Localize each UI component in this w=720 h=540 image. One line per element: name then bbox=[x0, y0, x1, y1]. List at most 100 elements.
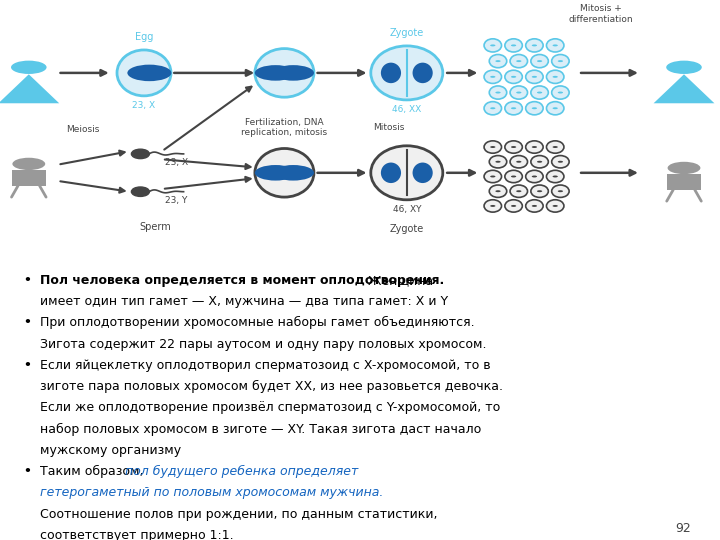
Circle shape bbox=[532, 76, 537, 78]
Ellipse shape bbox=[546, 170, 564, 183]
Ellipse shape bbox=[510, 156, 528, 168]
Circle shape bbox=[511, 44, 516, 46]
Circle shape bbox=[558, 60, 563, 62]
Text: пол будущего ребенка определяет: пол будущего ребенка определяет bbox=[125, 465, 358, 478]
Circle shape bbox=[552, 107, 558, 109]
Circle shape bbox=[490, 44, 495, 46]
Circle shape bbox=[495, 92, 500, 93]
Text: мужскому организму: мужскому организму bbox=[40, 444, 181, 457]
Circle shape bbox=[255, 165, 297, 180]
Circle shape bbox=[11, 60, 47, 74]
Ellipse shape bbox=[484, 200, 502, 212]
Text: Если же оплодотворение произвёл сперматозоид с Y-хромосомой, то: Если же оплодотворение произвёл спермато… bbox=[40, 401, 500, 414]
Text: Sperm: Sperm bbox=[139, 221, 171, 232]
Ellipse shape bbox=[381, 163, 401, 183]
Text: 23, Y: 23, Y bbox=[165, 195, 188, 205]
Ellipse shape bbox=[484, 102, 502, 115]
Ellipse shape bbox=[371, 46, 443, 100]
Circle shape bbox=[552, 146, 558, 148]
Ellipse shape bbox=[552, 156, 569, 168]
Ellipse shape bbox=[510, 185, 528, 198]
Ellipse shape bbox=[255, 49, 314, 97]
Text: зиготе пара половых хромосом будет XX, из нее разовьется девочка.: зиготе пара половых хромосом будет XX, и… bbox=[40, 380, 503, 393]
Text: 23, X: 23, X bbox=[165, 158, 188, 167]
Text: Женщина: Женщина bbox=[364, 274, 433, 287]
Circle shape bbox=[490, 76, 495, 78]
Text: Meiosis: Meiosis bbox=[66, 125, 99, 134]
Text: Egg: Egg bbox=[135, 32, 153, 43]
Ellipse shape bbox=[484, 170, 502, 183]
Circle shape bbox=[552, 44, 558, 46]
Ellipse shape bbox=[371, 146, 443, 200]
Circle shape bbox=[532, 176, 537, 178]
Text: Если яйцеклетку оплодотворил сперматозоид с X-хромосомой, то в: Если яйцеклетку оплодотворил сперматозои… bbox=[40, 359, 490, 372]
Text: Зигота содержит 22 пары аутосом и одну пару половых хромосом.: Зигота содержит 22 пары аутосом и одну п… bbox=[40, 338, 486, 350]
Ellipse shape bbox=[552, 86, 569, 99]
Circle shape bbox=[516, 60, 521, 62]
Ellipse shape bbox=[552, 55, 569, 68]
Circle shape bbox=[552, 176, 558, 178]
Circle shape bbox=[490, 146, 495, 148]
Ellipse shape bbox=[531, 185, 549, 198]
Circle shape bbox=[552, 76, 558, 78]
Circle shape bbox=[532, 205, 537, 207]
Ellipse shape bbox=[526, 141, 543, 153]
Ellipse shape bbox=[505, 170, 522, 183]
Ellipse shape bbox=[484, 70, 502, 83]
Circle shape bbox=[532, 44, 537, 46]
Circle shape bbox=[511, 205, 516, 207]
Text: Mitosis: Mitosis bbox=[373, 123, 405, 132]
Text: гетерогаметный по половым хромосомам мужчина.: гетерогаметный по половым хромосомам муж… bbox=[40, 487, 383, 500]
Text: Zygote: Zygote bbox=[390, 29, 424, 38]
Circle shape bbox=[552, 205, 558, 207]
Circle shape bbox=[558, 190, 563, 192]
Ellipse shape bbox=[490, 86, 507, 99]
Ellipse shape bbox=[484, 39, 502, 52]
Ellipse shape bbox=[526, 70, 543, 83]
Circle shape bbox=[516, 92, 521, 93]
Ellipse shape bbox=[505, 200, 522, 212]
Ellipse shape bbox=[505, 102, 522, 115]
Ellipse shape bbox=[381, 63, 401, 83]
Ellipse shape bbox=[526, 200, 543, 212]
Text: •: • bbox=[23, 359, 31, 372]
Circle shape bbox=[495, 190, 500, 192]
Ellipse shape bbox=[546, 39, 564, 52]
Text: 23, X: 23, X bbox=[132, 101, 156, 110]
Circle shape bbox=[490, 176, 495, 178]
Ellipse shape bbox=[531, 86, 549, 99]
Ellipse shape bbox=[484, 141, 502, 153]
Ellipse shape bbox=[505, 39, 522, 52]
Text: •: • bbox=[23, 465, 31, 478]
Circle shape bbox=[495, 161, 500, 163]
Circle shape bbox=[255, 65, 297, 80]
Text: Fertilization, DNA
replication, mitosis: Fertilization, DNA replication, mitosis bbox=[241, 118, 328, 137]
Text: Mitosis +
differentiation: Mitosis + differentiation bbox=[569, 4, 634, 24]
Circle shape bbox=[490, 107, 495, 109]
Ellipse shape bbox=[526, 170, 543, 183]
Text: Пол человека определяется в момент оплодотворения.: Пол человека определяется в момент оплод… bbox=[40, 274, 444, 287]
Circle shape bbox=[511, 107, 516, 109]
Ellipse shape bbox=[505, 70, 522, 83]
Ellipse shape bbox=[255, 148, 314, 197]
Ellipse shape bbox=[531, 156, 549, 168]
Circle shape bbox=[558, 161, 563, 163]
Ellipse shape bbox=[413, 163, 433, 183]
Ellipse shape bbox=[510, 86, 528, 99]
Polygon shape bbox=[654, 75, 714, 103]
Circle shape bbox=[516, 161, 521, 163]
Circle shape bbox=[516, 190, 521, 192]
Ellipse shape bbox=[546, 141, 564, 153]
Polygon shape bbox=[12, 171, 46, 186]
Circle shape bbox=[511, 146, 516, 148]
Text: 46, XX: 46, XX bbox=[392, 105, 421, 114]
Ellipse shape bbox=[490, 156, 507, 168]
Ellipse shape bbox=[546, 102, 564, 115]
Ellipse shape bbox=[117, 50, 171, 96]
Text: Zygote: Zygote bbox=[390, 224, 424, 234]
Ellipse shape bbox=[526, 39, 543, 52]
Text: Соотношение полов при рождении, по данным статистики,: Соотношение полов при рождении, по данны… bbox=[40, 508, 437, 521]
Polygon shape bbox=[0, 75, 59, 103]
Ellipse shape bbox=[413, 63, 433, 83]
Text: При оплодотворении хромосомные наборы гамет объединяются.: При оплодотворении хромосомные наборы га… bbox=[40, 316, 474, 329]
